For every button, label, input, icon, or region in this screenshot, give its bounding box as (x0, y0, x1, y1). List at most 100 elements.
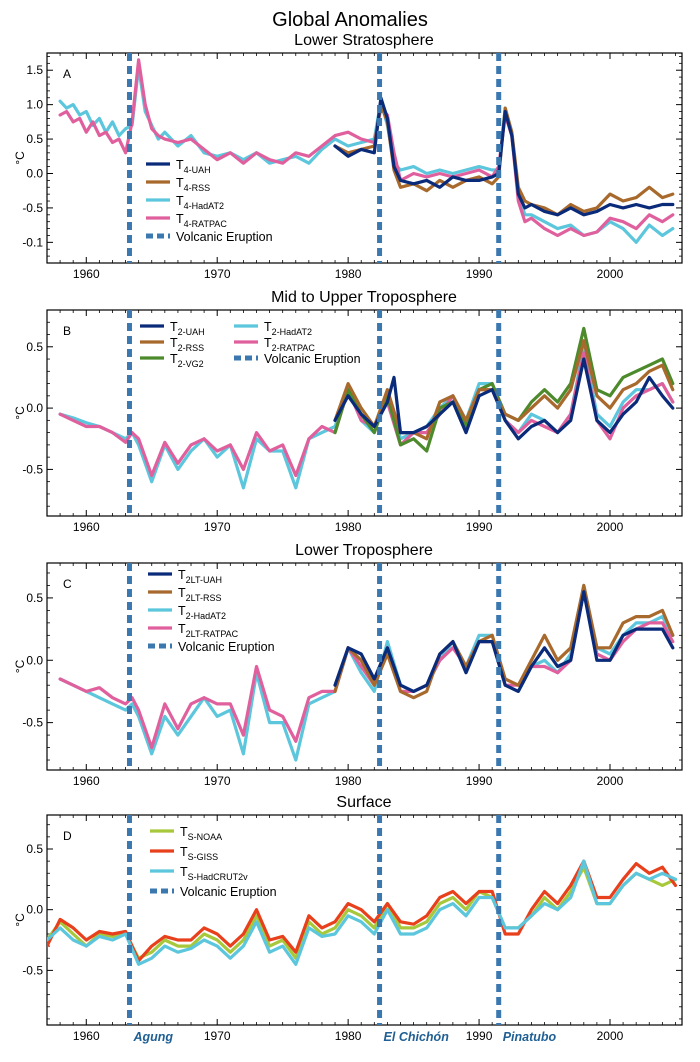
y-tick-label: -0.5 (22, 716, 43, 730)
legend-label: Volcanic Eruption (180, 885, 277, 899)
legend-label: TS-NOAA (180, 825, 222, 842)
legend-label: T2-UAH (170, 320, 205, 337)
legend-entry: Volcanic Eruption (148, 640, 275, 654)
series-line-T4-HadAT2 (58, 65, 675, 244)
legend-label-subscript: 4-RATPAC (184, 219, 228, 229)
legend-entry: T2-HadAT2 (234, 320, 312, 337)
series-group (58, 58, 675, 244)
x-tick-label: 1960 (73, 1029, 100, 1043)
y-tick-label: 0.5 (26, 842, 43, 856)
legend-label: T2-VG2 (170, 352, 204, 369)
legend-label: T2-HadAT2 (178, 604, 226, 621)
legend-label-base: T (264, 336, 272, 350)
legend-label-base: T (170, 336, 178, 350)
axes-frame (46, 309, 683, 517)
y-tick-label: -0.1 (22, 235, 43, 249)
legend-label-base: T (180, 825, 188, 839)
legend-label: T4-RATPAC (176, 212, 227, 229)
x-tick-label: 2000 (597, 520, 624, 534)
legend-label: Volcanic Eruption (176, 230, 273, 244)
series-line-T4-UAH (333, 96, 675, 217)
legend-label-subscript: S-NOAA (188, 832, 223, 842)
x-tick-label: 1970 (204, 774, 231, 788)
y-tick-label: -0.5 (22, 201, 43, 215)
legend-label-base: T (178, 604, 186, 618)
legend-label-base: T (178, 622, 186, 636)
y-tick-label: -0.5 (22, 462, 43, 476)
legend-label: T4-HadAT2 (176, 194, 224, 211)
legend-label-subscript: 2-HadAT2 (186, 611, 226, 621)
legend-label-subscript: 4-HadAT2 (184, 201, 224, 211)
legend-entry: TS-NOAA (150, 825, 222, 842)
legend-entry: T4-UAH (146, 158, 211, 175)
legend-entry: T2LT-RSS (148, 586, 222, 603)
x-tick-label: 1990 (466, 774, 493, 788)
legend-entry: T2LT-UAH (148, 568, 222, 585)
x-tick-label: 2000 (597, 1029, 624, 1043)
panel-letter: B (63, 324, 71, 338)
x-tick-label: 2000 (597, 267, 624, 281)
legend-label-base: T (180, 845, 188, 859)
eruption-name-label: Pinatubo (503, 1030, 557, 1044)
legend-label-base: Volcanic Eruption (178, 640, 275, 654)
figure-title: Global Anomalies (272, 9, 428, 31)
y-axis-label: °C (13, 659, 27, 673)
legend-entry: TS-GISS (150, 845, 218, 862)
legend-entry: T4-HadAT2 (146, 194, 224, 211)
x-tick-label: 1960 (73, 267, 100, 281)
x-tick-label: 1990 (466, 520, 493, 534)
legend-label-subscript: 2LT-RSS (186, 593, 222, 603)
legend-label-base: T (178, 586, 186, 600)
x-tick-label: 1960 (73, 774, 100, 788)
legend-label-subscript: 2LT-UAH (186, 575, 222, 585)
series-line-TS-HadCRUT2v (47, 859, 678, 966)
panel-D: Surface 1960 1970 1980 1990 2000 0.5 0.0 -0.5 °C D… (13, 794, 683, 1044)
legend-label: T2-RATPAC (264, 336, 315, 353)
legend-label: Volcanic Eruption (178, 640, 275, 654)
panel-C: Lower Troposphere 1960 1970 1980 1990 2000 0.5… (13, 542, 683, 788)
y-tick-label: 0.0 (26, 166, 43, 180)
legend-label: TS-HadCRUT2v (180, 865, 248, 882)
panel-title: Surface (336, 794, 391, 811)
legend-label-base: Volcanic Eruption (176, 230, 273, 244)
legend-label-subscript: 2-RSS (178, 343, 205, 353)
legend-entry: Volcanic Eruption (234, 352, 361, 366)
x-tick-label: 1970 (204, 1029, 231, 1043)
panel-letter: C (63, 577, 72, 591)
legend-label: T4-UAH (176, 158, 211, 175)
series-group (58, 583, 675, 762)
legend-entry: T2-RSS (140, 336, 204, 353)
legend-label: Volcanic Eruption (264, 352, 361, 366)
y-tick-label: 0.5 (26, 591, 43, 605)
series-line-TS-GISS (47, 859, 678, 963)
x-tick-label: 1960 (73, 520, 100, 534)
x-tick-label: 1980 (335, 520, 362, 534)
legend-label: T2-RSS (170, 336, 204, 353)
series-line-T2LT-UAH (333, 590, 675, 694)
x-tick-label: 1990 (466, 267, 493, 281)
legend-label-base: T (176, 212, 184, 226)
x-tick-label: 1980 (335, 1029, 362, 1043)
legend-label-base: Volcanic Eruption (264, 352, 361, 366)
y-tick-label: 0.0 (26, 401, 43, 415)
series-group (58, 326, 675, 490)
panels: Lower Stratosphere 1960 1970 1980 1990 2000 1.… (13, 32, 683, 1044)
axes-frame (46, 814, 683, 1026)
legend-entry: Volcanic Eruption (150, 885, 277, 899)
series-line-T4-RATPAC (58, 58, 675, 238)
legend-entry: T2-UAH (140, 320, 205, 337)
legend-label-subscript: S-HadCRUT2v (188, 872, 249, 882)
legend-label-base: T (170, 320, 178, 334)
legend-entry: T2-RATPAC (234, 336, 315, 353)
legend-label-subscript: 2-RATPAC (272, 343, 316, 353)
legend-label-base: T (176, 194, 184, 208)
axes-frame (46, 562, 683, 771)
y-axis-label: °C (13, 151, 27, 165)
legend-label: T4-RSS (176, 176, 210, 193)
x-tick-label: 1970 (204, 520, 231, 534)
y-tick-label: 1.5 (26, 63, 43, 77)
legend-label-subscript: 2-UAH (178, 327, 205, 337)
legend-label-subscript: 2-VG2 (178, 359, 204, 369)
panel-B: Mid to Upper Troposphere 1960 1970 1980 1990… (13, 289, 683, 534)
